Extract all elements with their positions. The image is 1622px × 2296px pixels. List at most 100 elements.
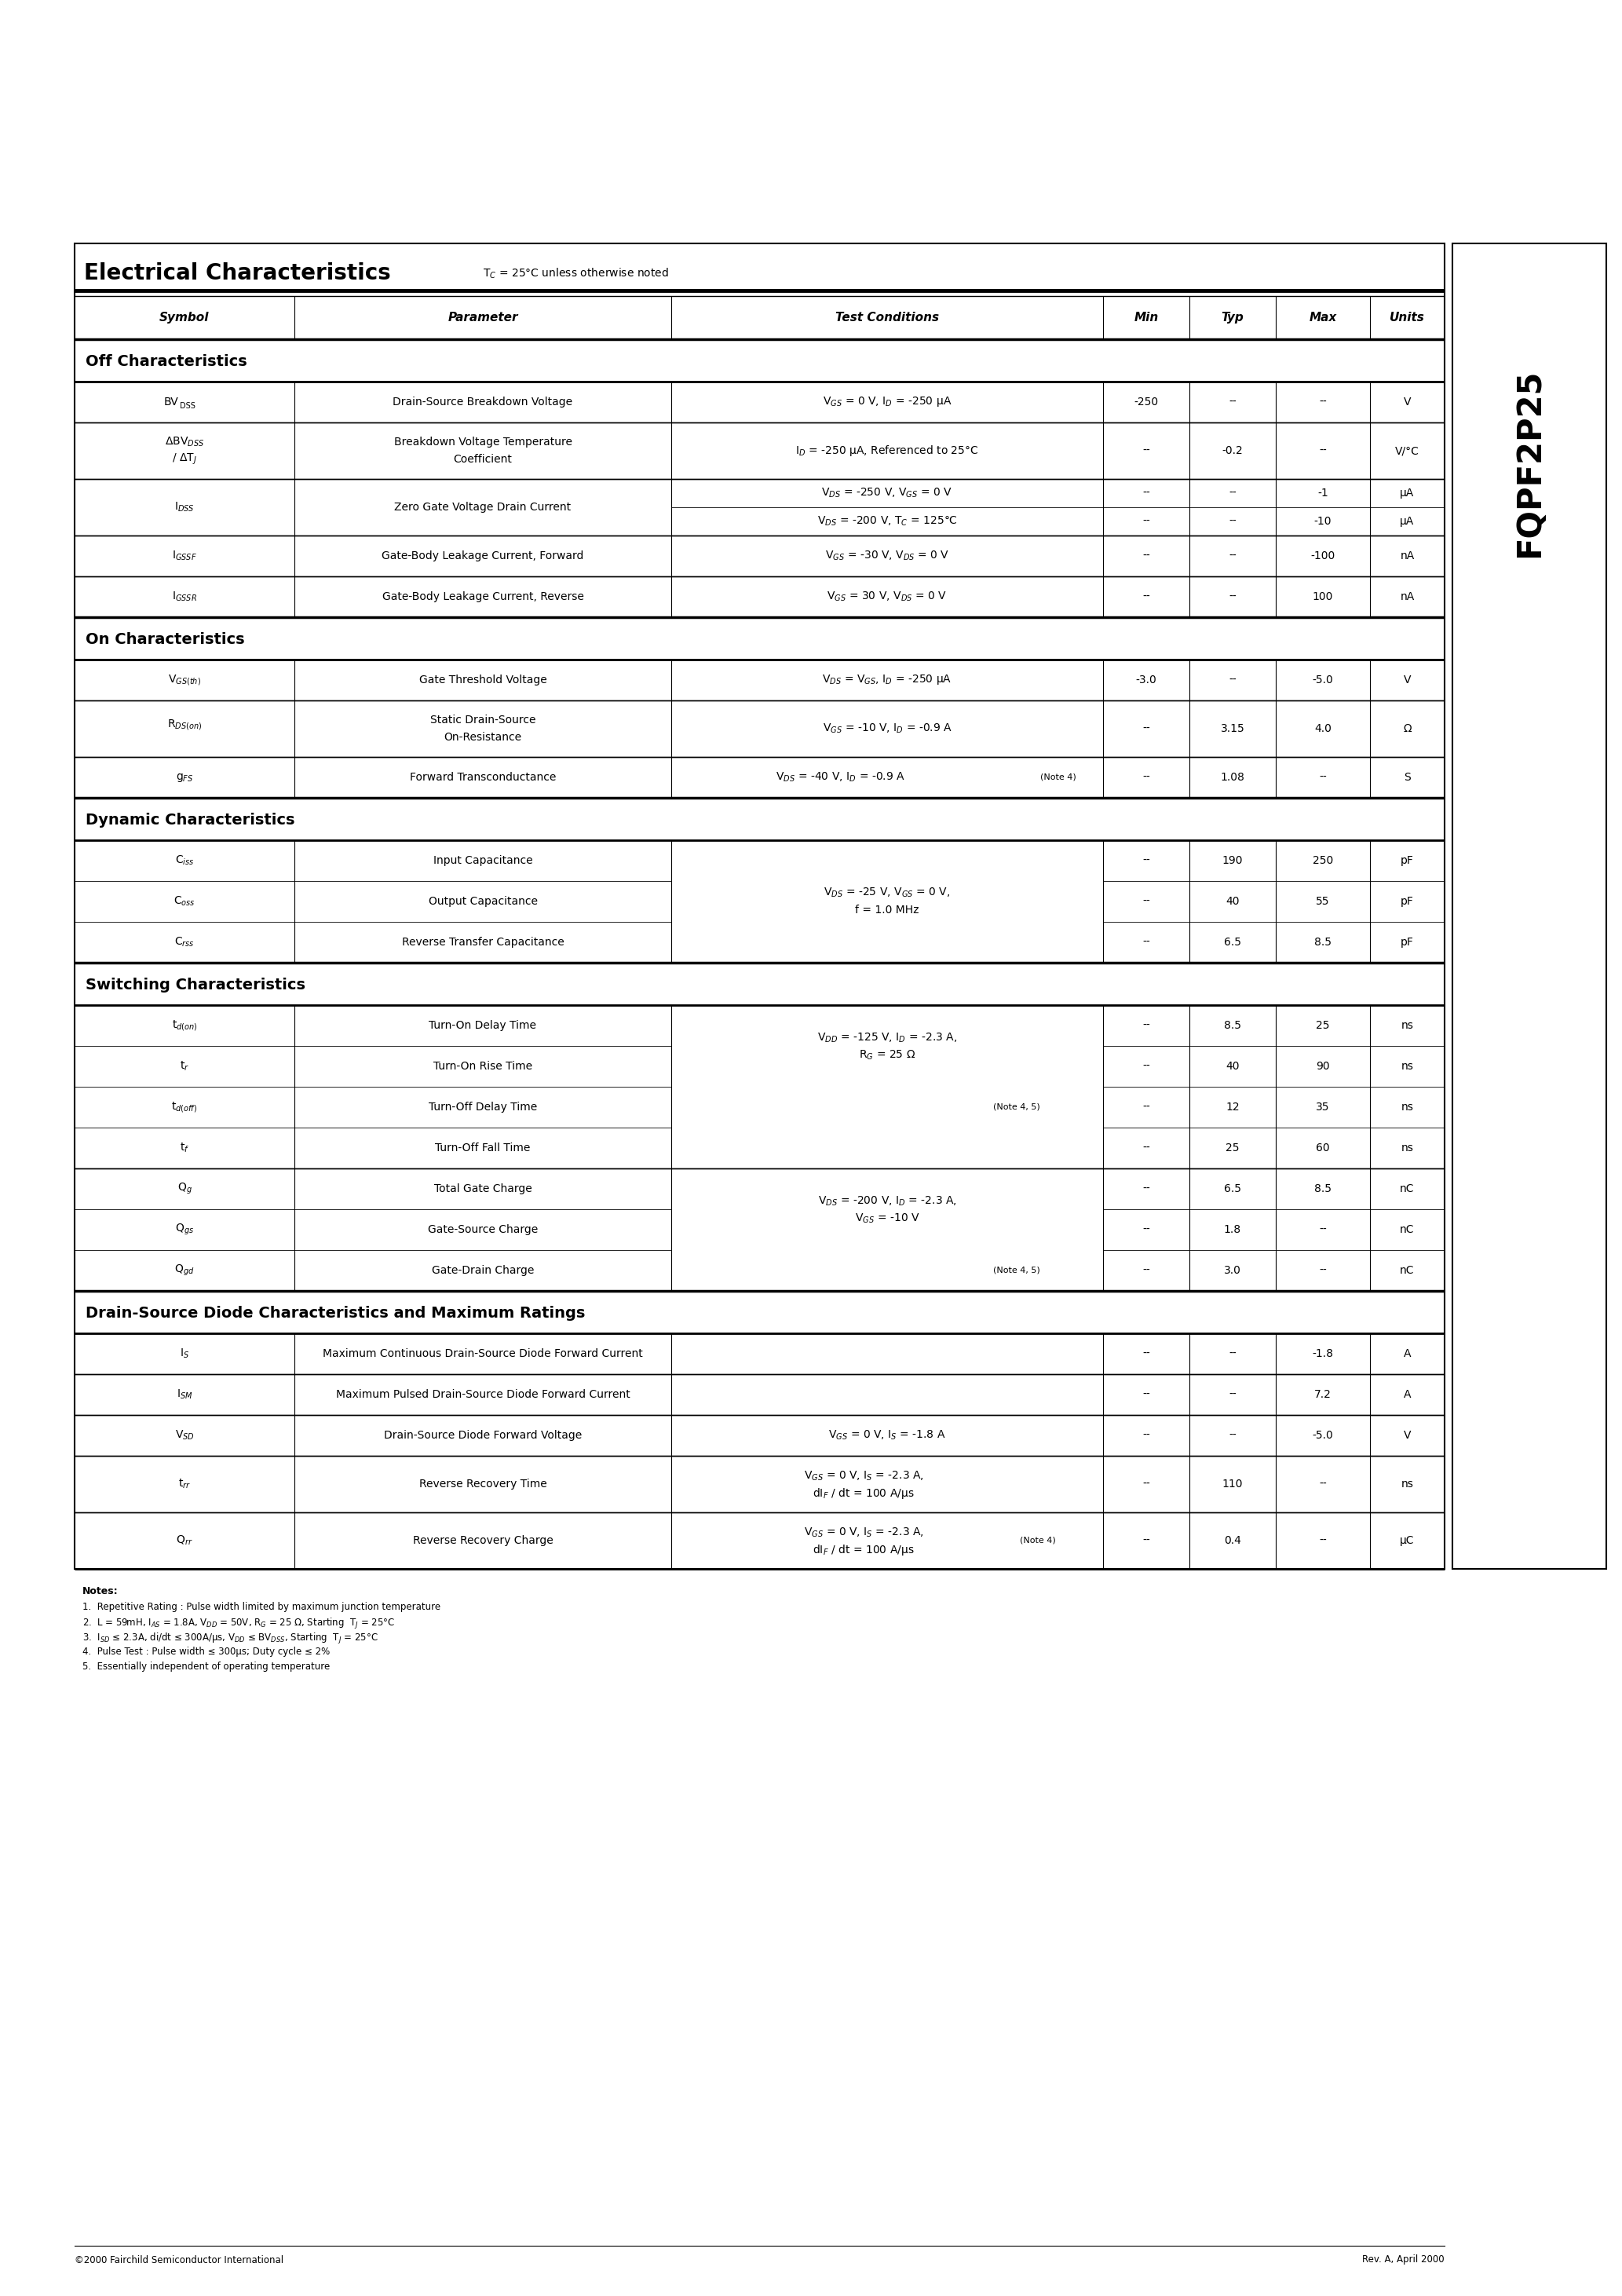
Text: 8.5: 8.5 — [1314, 1182, 1332, 1194]
Text: Rev. A, April 2000: Rev. A, April 2000 — [1362, 2255, 1445, 2264]
Text: V$_{DS}$ = V$_{GS}$, I$_D$ = -250 μA: V$_{DS}$ = V$_{GS}$, I$_D$ = -250 μA — [822, 673, 952, 687]
Text: I$_{GSSR}$: I$_{GSSR}$ — [172, 590, 196, 604]
Text: Drain-Source Diode Characteristics and Maximum Ratings: Drain-Source Diode Characteristics and M… — [86, 1306, 586, 1320]
Text: 1.  Repetitive Rating : Pulse width limited by maximum junction temperature: 1. Repetitive Rating : Pulse width limit… — [83, 1603, 441, 1612]
Text: -0.2: -0.2 — [1221, 445, 1242, 457]
Text: --: -- — [1142, 723, 1150, 735]
Text: I$_{GSSF}$: I$_{GSSF}$ — [172, 549, 196, 563]
Text: 1.8: 1.8 — [1225, 1224, 1241, 1235]
Text: Switching Characteristics: Switching Characteristics — [86, 978, 305, 992]
Text: V: V — [1403, 1430, 1411, 1442]
Text: ©2000 Fairchild Semiconductor International: ©2000 Fairchild Semiconductor Internatio… — [75, 2255, 284, 2264]
Text: 110: 110 — [1223, 1479, 1242, 1490]
Text: --: -- — [1319, 1536, 1327, 1545]
Text: V$_{GS}$ = 0 V, I$_S$ = -2.3 A,: V$_{GS}$ = 0 V, I$_S$ = -2.3 A, — [803, 1469, 923, 1483]
Text: 4.  Pulse Test : Pulse width ≤ 300μs; Duty cycle ≤ 2%: 4. Pulse Test : Pulse width ≤ 300μs; Dut… — [83, 1646, 329, 1658]
Text: Min: Min — [1134, 312, 1158, 324]
Text: --: -- — [1229, 1389, 1236, 1401]
Text: --: -- — [1229, 1348, 1236, 1359]
Text: Input Capacitance: Input Capacitance — [433, 854, 532, 866]
Text: Static Drain-Source: Static Drain-Source — [430, 714, 535, 726]
Text: ΔBV$_{DSS}$: ΔBV$_{DSS}$ — [165, 436, 204, 448]
Text: Turn-Off Fall Time: Turn-Off Fall Time — [435, 1143, 530, 1153]
Text: -5.0: -5.0 — [1312, 675, 1333, 687]
Text: V: V — [1403, 675, 1411, 687]
Text: DSS: DSS — [180, 402, 195, 411]
Text: -250: -250 — [1134, 397, 1158, 406]
Text: 2.  L = 59mH, I$_{AS}$ = 1.8A, V$_{DD}$ = 50V, R$_G$ = 25 Ω, Starting  T$_J$ = 2: 2. L = 59mH, I$_{AS}$ = 1.8A, V$_{DD}$ =… — [83, 1616, 396, 1630]
Text: --: -- — [1142, 1430, 1150, 1442]
Text: ns: ns — [1401, 1019, 1413, 1031]
Text: ns: ns — [1401, 1061, 1413, 1072]
Text: μA: μA — [1400, 487, 1414, 498]
Text: Q$_{gs}$: Q$_{gs}$ — [175, 1221, 195, 1238]
Text: Gate Threshold Voltage: Gate Threshold Voltage — [418, 675, 547, 687]
Text: -3.0: -3.0 — [1135, 675, 1156, 687]
Text: Gate-Source Charge: Gate-Source Charge — [428, 1224, 539, 1235]
Text: --: -- — [1142, 1348, 1150, 1359]
Text: --: -- — [1142, 1182, 1150, 1194]
Text: V$_{DS}$ = -200 V, I$_D$ = -2.3 A,: V$_{DS}$ = -200 V, I$_D$ = -2.3 A, — [817, 1194, 957, 1208]
Text: 3.0: 3.0 — [1225, 1265, 1241, 1277]
Text: Q$_{rr}$: Q$_{rr}$ — [177, 1534, 193, 1548]
Text: / ΔT$_J$: / ΔT$_J$ — [172, 452, 196, 466]
Text: μA: μA — [1400, 517, 1414, 526]
Text: 1.08: 1.08 — [1220, 771, 1244, 783]
Text: 25: 25 — [1315, 1019, 1330, 1031]
Text: Coefficient: Coefficient — [454, 455, 513, 464]
Text: On Characteristics: On Characteristics — [86, 631, 245, 647]
Text: -10: -10 — [1314, 517, 1332, 526]
Text: I$_{SM}$: I$_{SM}$ — [177, 1389, 193, 1401]
Text: --: -- — [1142, 1224, 1150, 1235]
Text: 35: 35 — [1315, 1102, 1330, 1114]
Bar — [1452, 243, 1606, 1568]
Text: --: -- — [1319, 397, 1327, 406]
Text: --: -- — [1142, 1389, 1150, 1401]
Text: --: -- — [1142, 1479, 1150, 1490]
Text: A: A — [1403, 1389, 1411, 1401]
Text: --: -- — [1142, 1536, 1150, 1545]
Text: I$_S$: I$_S$ — [180, 1348, 190, 1359]
Text: --: -- — [1142, 445, 1150, 457]
Text: V$_{DD}$ = -125 V, I$_D$ = -2.3 A,: V$_{DD}$ = -125 V, I$_D$ = -2.3 A, — [817, 1031, 957, 1045]
Text: --: -- — [1319, 771, 1327, 783]
Text: nC: nC — [1400, 1182, 1414, 1194]
Text: nC: nC — [1400, 1224, 1414, 1235]
Text: Test Conditions: Test Conditions — [835, 312, 939, 324]
Text: --: -- — [1142, 771, 1150, 783]
Text: Turn-On Delay Time: Turn-On Delay Time — [430, 1019, 537, 1031]
Text: Dynamic Characteristics: Dynamic Characteristics — [86, 813, 295, 829]
Text: 3.15: 3.15 — [1220, 723, 1244, 735]
Text: --: -- — [1229, 397, 1236, 406]
Text: R$_G$ = 25 Ω: R$_G$ = 25 Ω — [858, 1049, 915, 1061]
Text: Reverse Recovery Time: Reverse Recovery Time — [418, 1479, 547, 1490]
Text: --: -- — [1142, 937, 1150, 948]
Text: Units: Units — [1390, 312, 1424, 324]
Text: 0.4: 0.4 — [1225, 1536, 1241, 1545]
Text: V: V — [1403, 397, 1411, 406]
Text: V$_{GS}$ = 0 V, I$_S$ = -2.3 A,: V$_{GS}$ = 0 V, I$_S$ = -2.3 A, — [803, 1527, 923, 1538]
Text: V/°C: V/°C — [1395, 445, 1419, 457]
Text: --: -- — [1142, 517, 1150, 526]
Text: 7.2: 7.2 — [1314, 1389, 1332, 1401]
Text: --: -- — [1229, 1430, 1236, 1442]
Text: 60: 60 — [1315, 1143, 1330, 1153]
Text: 25: 25 — [1226, 1143, 1239, 1153]
Text: A: A — [1403, 1348, 1411, 1359]
Text: pF: pF — [1401, 937, 1414, 948]
Text: pF: pF — [1401, 854, 1414, 866]
Text: --: -- — [1142, 551, 1150, 563]
Text: -5.0: -5.0 — [1312, 1430, 1333, 1442]
Text: 5.  Essentially independent of operating temperature: 5. Essentially independent of operating … — [83, 1662, 329, 1671]
Text: Breakdown Voltage Temperature: Breakdown Voltage Temperature — [394, 436, 573, 448]
Text: 100: 100 — [1312, 592, 1333, 602]
Text: C$_{iss}$: C$_{iss}$ — [175, 854, 195, 868]
Text: dI$_F$ / dt = 100 A/μs: dI$_F$ / dt = 100 A/μs — [813, 1543, 915, 1557]
Text: T$_C$ = 25°C unless otherwise noted: T$_C$ = 25°C unless otherwise noted — [483, 266, 668, 280]
Text: Gate-Drain Charge: Gate-Drain Charge — [431, 1265, 534, 1277]
Text: Symbol: Symbol — [159, 312, 209, 324]
Text: (Note 4, 5): (Note 4, 5) — [993, 1104, 1040, 1111]
Text: --: -- — [1229, 592, 1236, 602]
Text: --: -- — [1142, 592, 1150, 602]
Text: --: -- — [1319, 1479, 1327, 1490]
